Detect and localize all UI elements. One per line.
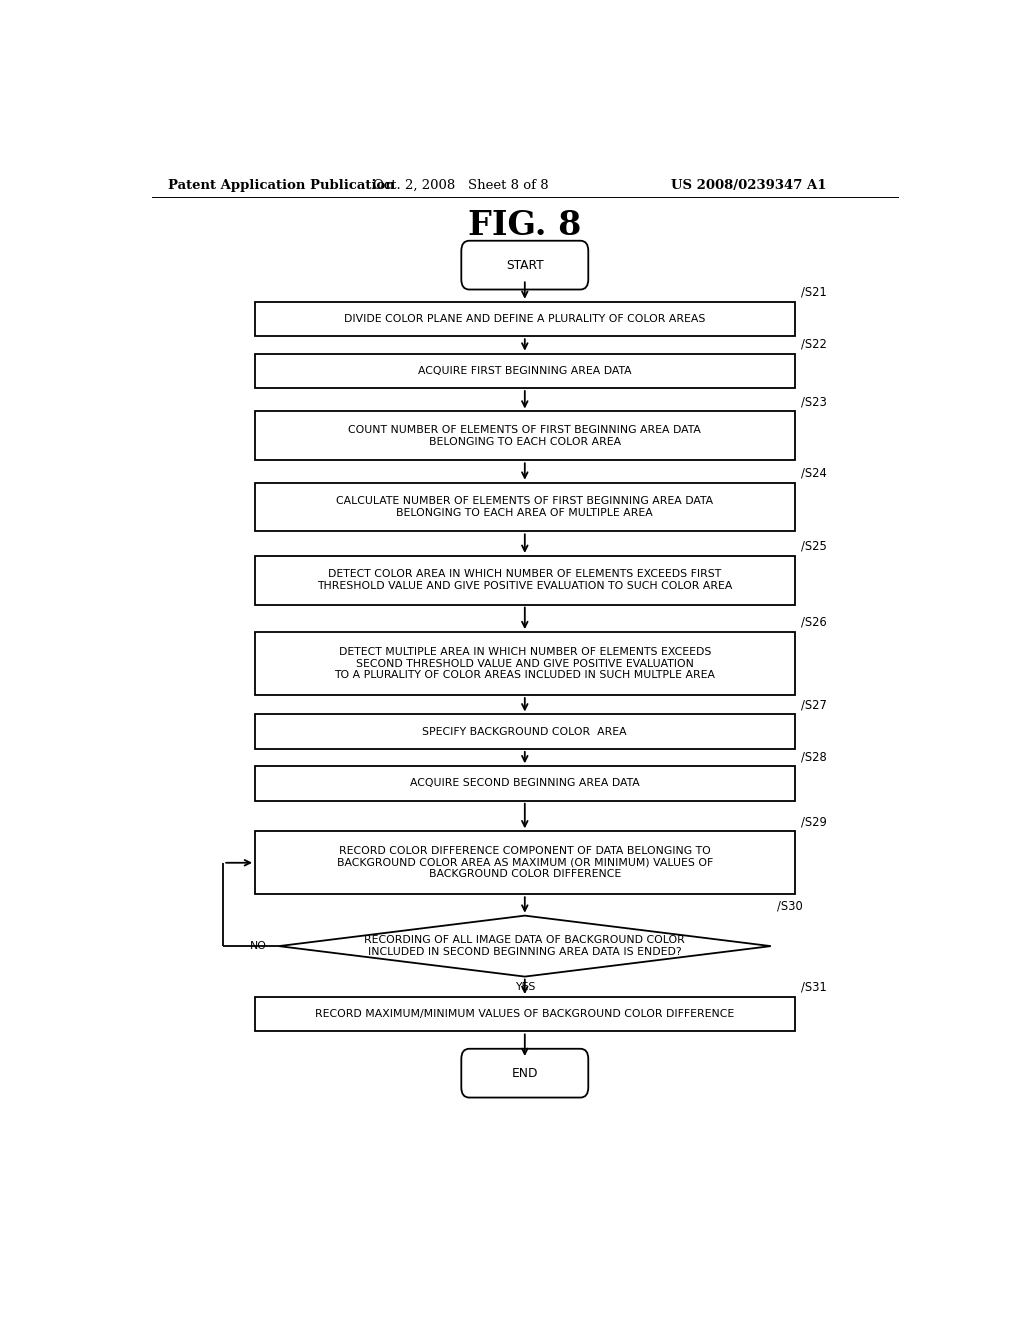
Bar bbox=[255, 354, 795, 388]
Bar bbox=[255, 832, 795, 894]
Bar bbox=[255, 302, 795, 337]
Text: /S28: /S28 bbox=[801, 750, 826, 763]
Text: /S22: /S22 bbox=[801, 338, 826, 351]
Text: NO: NO bbox=[250, 941, 267, 952]
Text: RECORDING OF ALL IMAGE DATA OF BACKGROUND COLOR
INCLUDED IN SECOND BEGINNING ARE: RECORDING OF ALL IMAGE DATA OF BACKGROUN… bbox=[365, 936, 685, 957]
Text: /S26: /S26 bbox=[801, 616, 826, 630]
Text: RECORD COLOR DIFFERENCE COMPONENT OF DATA BELONGING TO
BACKGROUND COLOR AREA AS : RECORD COLOR DIFFERENCE COMPONENT OF DAT… bbox=[337, 846, 713, 879]
Bar bbox=[255, 714, 795, 748]
Text: /S25: /S25 bbox=[801, 540, 826, 553]
Text: /S31: /S31 bbox=[801, 981, 826, 994]
Bar bbox=[255, 997, 795, 1031]
Text: ACQUIRE SECOND BEGINNING AREA DATA: ACQUIRE SECOND BEGINNING AREA DATA bbox=[410, 779, 640, 788]
Text: /S30: /S30 bbox=[777, 899, 803, 912]
Text: SPECIFY BACKGROUND COLOR  AREA: SPECIFY BACKGROUND COLOR AREA bbox=[423, 726, 627, 737]
Text: /S29: /S29 bbox=[801, 816, 826, 828]
Text: /S21: /S21 bbox=[801, 285, 826, 298]
Text: COUNT NUMBER OF ELEMENTS OF FIRST BEGINNING AREA DATA
BELONGING TO EACH COLOR AR: COUNT NUMBER OF ELEMENTS OF FIRST BEGINN… bbox=[348, 425, 701, 446]
Text: START: START bbox=[506, 259, 544, 272]
Text: DIVIDE COLOR PLANE AND DEFINE A PLURALITY OF COLOR AREAS: DIVIDE COLOR PLANE AND DEFINE A PLURALIT… bbox=[344, 314, 706, 323]
Bar bbox=[255, 412, 795, 461]
Bar bbox=[255, 483, 795, 532]
Text: RECORD MAXIMUM/MINIMUM VALUES OF BACKGROUND COLOR DIFFERENCE: RECORD MAXIMUM/MINIMUM VALUES OF BACKGRO… bbox=[315, 1010, 734, 1019]
Text: US 2008/0239347 A1: US 2008/0239347 A1 bbox=[671, 178, 826, 191]
Text: CALCULATE NUMBER OF ELEMENTS OF FIRST BEGINNING AREA DATA
BELONGING TO EACH AREA: CALCULATE NUMBER OF ELEMENTS OF FIRST BE… bbox=[336, 496, 714, 517]
Text: /S23: /S23 bbox=[801, 396, 826, 408]
Bar bbox=[255, 632, 795, 696]
Bar bbox=[255, 766, 795, 801]
Text: FIG. 8: FIG. 8 bbox=[468, 210, 582, 243]
Text: /S27: /S27 bbox=[801, 698, 826, 711]
Text: /S24: /S24 bbox=[801, 466, 826, 479]
Bar bbox=[255, 556, 795, 605]
Text: ACQUIRE FIRST BEGINNING AREA DATA: ACQUIRE FIRST BEGINNING AREA DATA bbox=[418, 366, 632, 376]
Text: YES: YES bbox=[515, 982, 535, 991]
Text: END: END bbox=[512, 1067, 538, 1080]
Text: Patent Application Publication: Patent Application Publication bbox=[168, 178, 394, 191]
Text: DETECT COLOR AREA IN WHICH NUMBER OF ELEMENTS EXCEEDS FIRST
THRESHOLD VALUE AND : DETECT COLOR AREA IN WHICH NUMBER OF ELE… bbox=[317, 569, 732, 591]
FancyBboxPatch shape bbox=[461, 1049, 588, 1097]
Text: Oct. 2, 2008   Sheet 8 of 8: Oct. 2, 2008 Sheet 8 of 8 bbox=[374, 178, 549, 191]
Text: DETECT MULTIPLE AREA IN WHICH NUMBER OF ELEMENTS EXCEEDS
SECOND THRESHOLD VALUE : DETECT MULTIPLE AREA IN WHICH NUMBER OF … bbox=[334, 647, 716, 680]
Polygon shape bbox=[279, 916, 771, 977]
FancyBboxPatch shape bbox=[461, 240, 588, 289]
